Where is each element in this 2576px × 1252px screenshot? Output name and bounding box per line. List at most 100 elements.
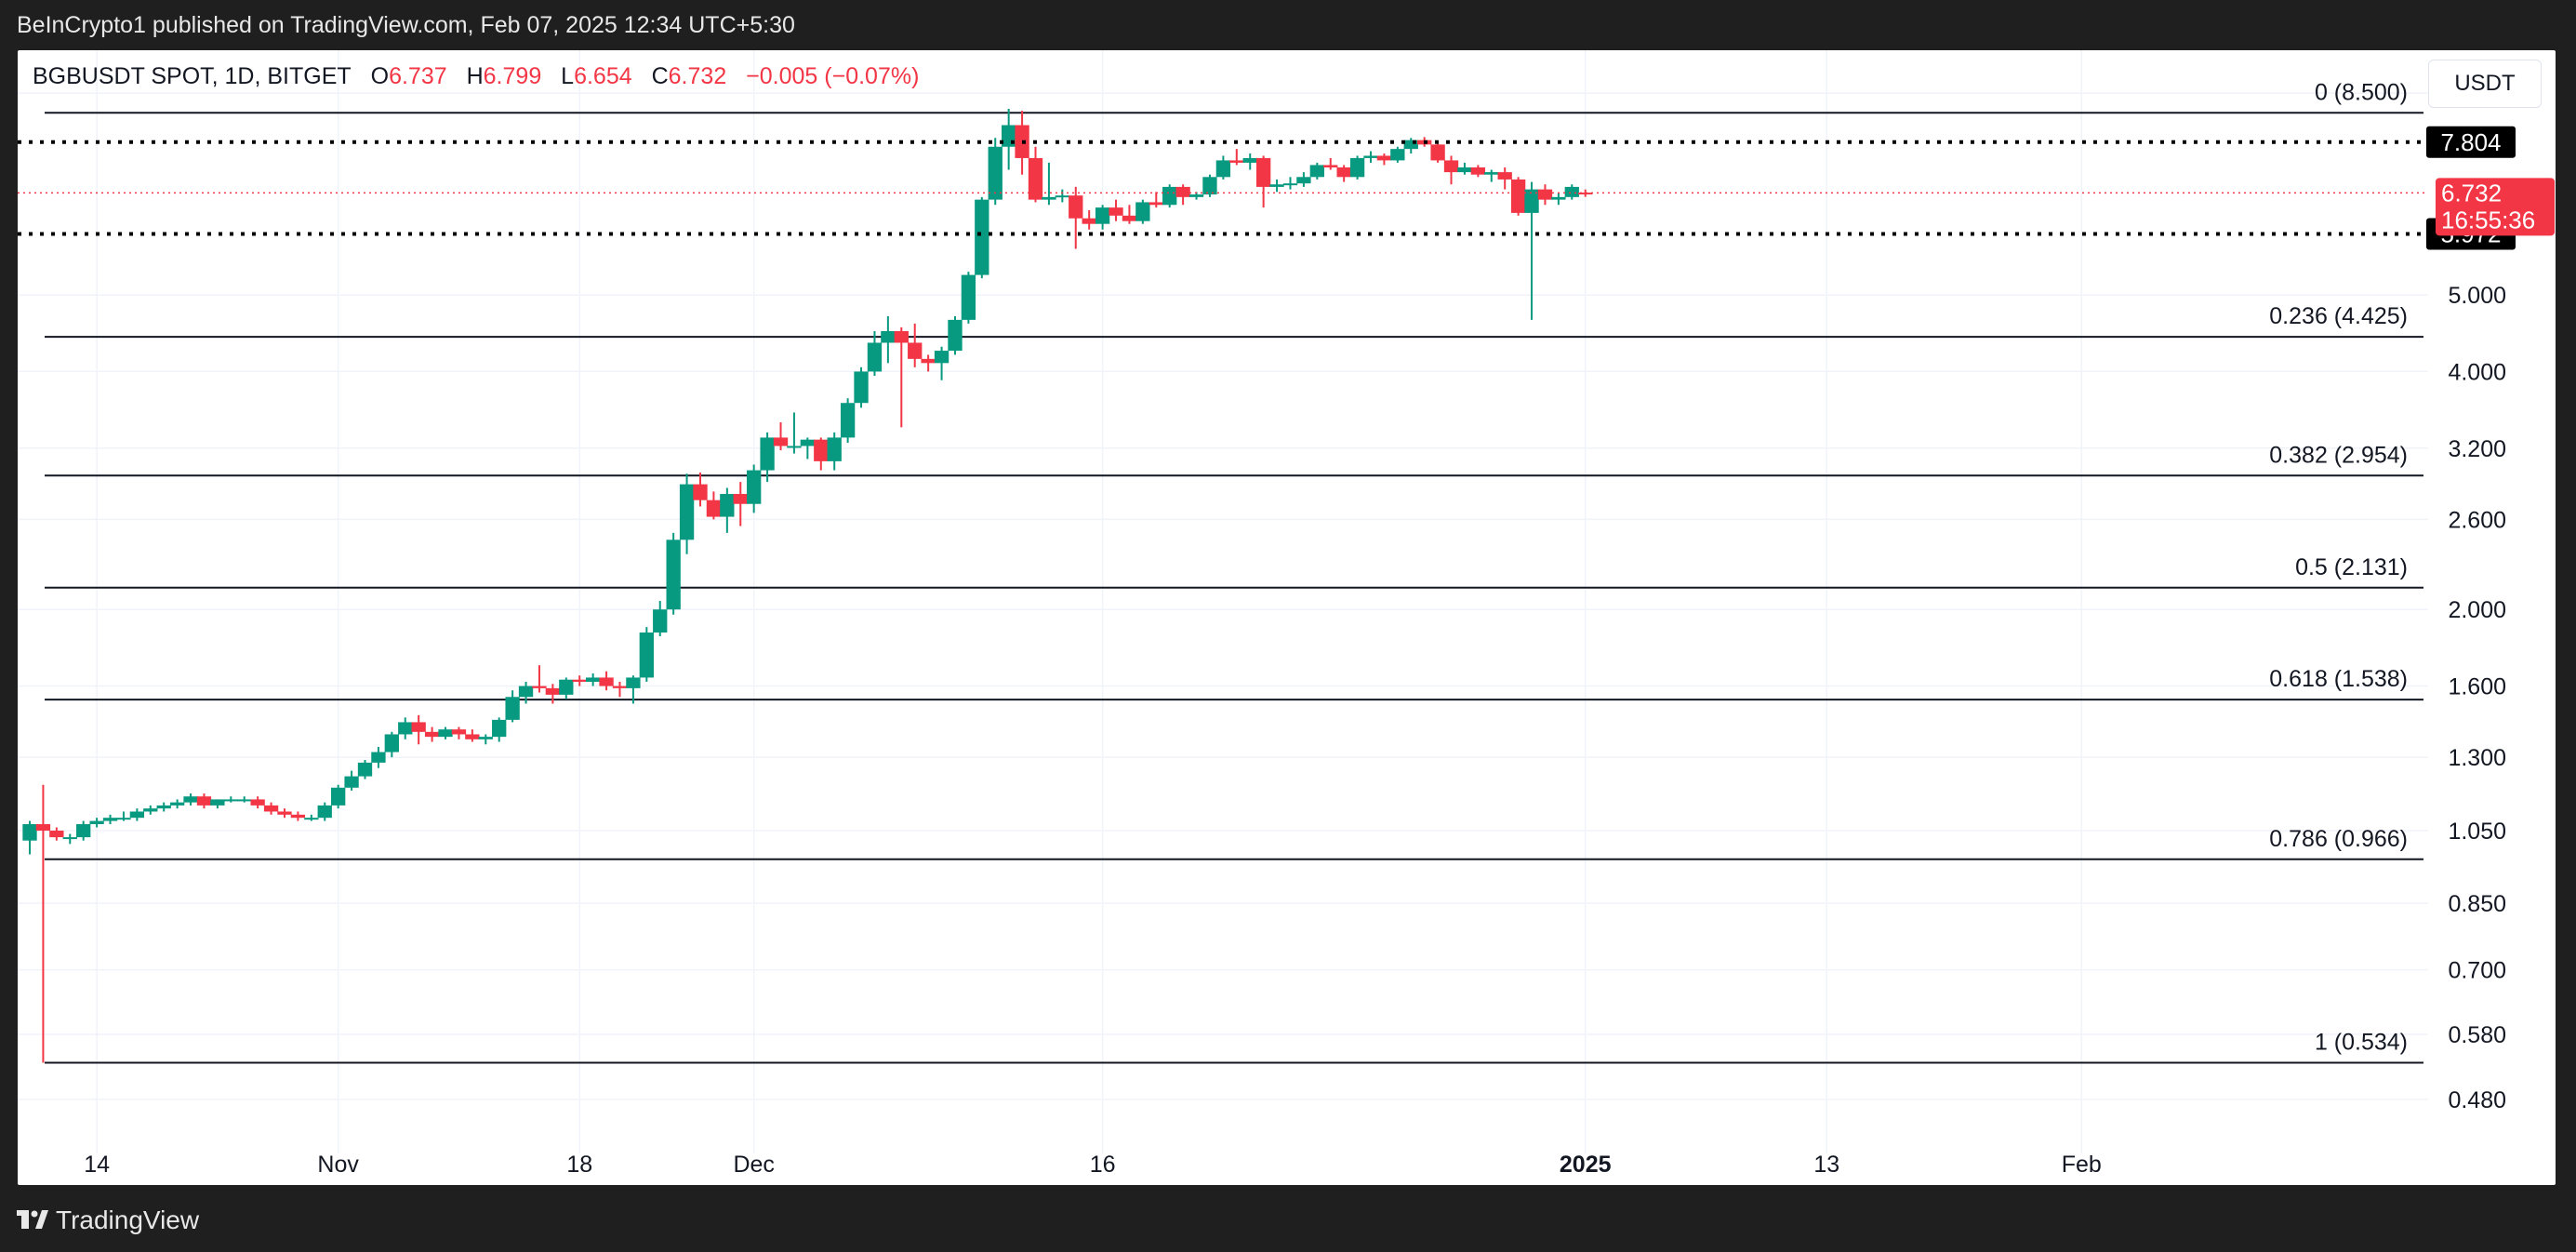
candle bbox=[1551, 193, 1566, 206]
close-label: C bbox=[651, 63, 669, 89]
candle-body bbox=[881, 330, 896, 343]
y-tick-label: 1.300 bbox=[2448, 745, 2506, 771]
x-tick-label: Nov bbox=[317, 1152, 359, 1178]
candle bbox=[1497, 166, 1512, 190]
close-value: 6.732 bbox=[668, 63, 727, 89]
candle bbox=[1323, 157, 1338, 170]
candle bbox=[210, 799, 225, 809]
candle-body bbox=[1095, 207, 1110, 224]
grid-lines bbox=[18, 50, 2428, 1154]
candle-body bbox=[277, 811, 292, 815]
symbol-label[interactable]: BGBUSDT SPOT, 1D, BITGET bbox=[33, 63, 352, 89]
y-tick-label: 0.850 bbox=[2448, 891, 2506, 917]
candle-body bbox=[223, 799, 238, 802]
chart-panel[interactable]: 0 (8.500) 0.236 (4.425) 0.382 (2.954) 0.5 (… bbox=[18, 50, 2556, 1185]
currency-unit-button[interactable]: USDT bbox=[2428, 60, 2542, 108]
candle bbox=[89, 818, 104, 828]
candle-body bbox=[237, 799, 252, 802]
candle-body bbox=[102, 818, 118, 821]
y-tick-label: 0.700 bbox=[2448, 958, 2506, 984]
candle-body bbox=[62, 837, 77, 840]
candle bbox=[1255, 155, 1271, 208]
candle bbox=[330, 784, 346, 809]
candle-body bbox=[451, 729, 467, 735]
candle-body bbox=[1069, 195, 1083, 219]
y-tick-label: 1.050 bbox=[2448, 819, 2506, 845]
candle-body bbox=[116, 818, 131, 820]
candle bbox=[35, 784, 51, 1063]
candle bbox=[49, 827, 64, 841]
candle bbox=[465, 729, 480, 742]
candle-body bbox=[1323, 165, 1338, 167]
candle bbox=[196, 793, 212, 809]
candle bbox=[518, 681, 534, 704]
candle-body bbox=[304, 818, 319, 820]
candle-body bbox=[908, 342, 923, 359]
candle bbox=[344, 770, 359, 791]
candle bbox=[143, 805, 158, 815]
candle-body bbox=[505, 697, 520, 720]
candle bbox=[357, 760, 373, 779]
candle bbox=[653, 601, 668, 636]
candle bbox=[398, 717, 413, 739]
candle-body bbox=[1470, 166, 1486, 175]
resistance-price-label: 7.804 bbox=[2440, 128, 2501, 156]
candle-body bbox=[747, 470, 762, 504]
ohlc-legend: BGBUSDT SPOT, 1D, BITGET O6.737 H6.799 L… bbox=[33, 63, 919, 90]
candle-body bbox=[706, 499, 722, 517]
y-tick-label: 4.000 bbox=[2448, 359, 2506, 385]
x-tick-label: 18 bbox=[566, 1152, 592, 1178]
candle bbox=[1430, 141, 1445, 163]
fibonacci-levels: 0 (8.500) 0.236 (4.425) 0.382 (2.954) 0.5 (… bbox=[45, 79, 2423, 1064]
candle bbox=[102, 814, 118, 825]
fib-level-label: 0.5 (2.131) bbox=[2295, 554, 2408, 580]
candle-body bbox=[639, 633, 654, 678]
candle bbox=[1215, 155, 1231, 180]
candle-body bbox=[867, 342, 883, 372]
candle bbox=[451, 726, 467, 739]
high-value: 6.799 bbox=[483, 63, 542, 89]
tradingview-logo[interactable]: TradingView bbox=[17, 1205, 199, 1235]
footer-bar: TradingView bbox=[0, 1185, 2576, 1252]
last-price-label: 6.732 bbox=[2441, 179, 2502, 206]
candle bbox=[814, 437, 829, 471]
candle-body bbox=[1269, 184, 1284, 187]
candle-body bbox=[183, 796, 198, 803]
candle bbox=[1028, 146, 1043, 203]
candle bbox=[1175, 184, 1190, 206]
candle bbox=[599, 671, 614, 691]
candle-body bbox=[693, 484, 708, 500]
candle bbox=[1578, 189, 1593, 197]
time-axis: 14 Nov 18 Dec 16 2025 13 Feb bbox=[84, 1152, 2102, 1178]
tradingview-logo-icon bbox=[17, 1210, 48, 1229]
candle-body bbox=[518, 686, 534, 698]
candle-body bbox=[1215, 160, 1231, 178]
y-tick-label: 1.600 bbox=[2448, 674, 2506, 700]
candle bbox=[612, 681, 628, 698]
candle bbox=[693, 473, 708, 507]
candle-body bbox=[22, 824, 37, 841]
candle bbox=[934, 346, 949, 380]
candle bbox=[706, 491, 722, 520]
price-chart[interactable]: 0 (8.500) 0.236 (4.425) 0.382 (2.954) 0.5 (… bbox=[18, 50, 2556, 1185]
candle bbox=[666, 532, 681, 615]
x-tick-label: Feb bbox=[2062, 1152, 2102, 1178]
candle-body bbox=[1188, 194, 1204, 197]
candle bbox=[720, 487, 735, 533]
open-value: 6.737 bbox=[389, 63, 447, 89]
candle-body bbox=[1242, 157, 1257, 163]
candle bbox=[626, 675, 641, 704]
candle bbox=[1001, 108, 1016, 170]
candle-body bbox=[438, 729, 453, 738]
candle-body bbox=[1109, 207, 1123, 216]
candle-body bbox=[1430, 144, 1445, 161]
y-tick-label: 2.000 bbox=[2448, 597, 2506, 623]
candle bbox=[1537, 184, 1553, 206]
y-tick-label: 0.480 bbox=[2448, 1087, 2506, 1113]
candle-body bbox=[787, 446, 802, 448]
candle bbox=[478, 734, 493, 745]
candle bbox=[948, 315, 963, 355]
candle bbox=[505, 690, 520, 723]
y-tick-label: 3.200 bbox=[2448, 436, 2506, 462]
